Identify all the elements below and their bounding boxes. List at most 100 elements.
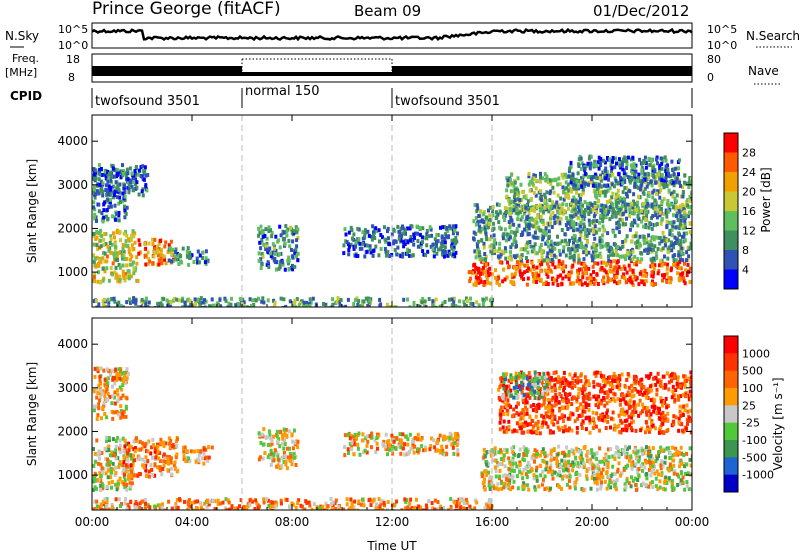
heatmap-cell [566,273,570,277]
heatmap-cell [525,228,529,233]
heatmap-cell [593,205,597,210]
heatmap-cell [123,485,127,490]
heatmap-cell [116,456,120,461]
heatmap-cell [653,244,657,249]
heatmap-cell [561,260,565,265]
heatmap-cell [658,195,662,200]
heatmap-cell [592,219,595,224]
heatmap-cell [524,243,528,248]
heatmap-cell [110,409,114,414]
heatmap-cell [494,469,498,473]
heatmap-cell [571,172,575,177]
heatmap-cell [603,268,607,273]
heatmap-cell [564,192,568,197]
heatmap-cell [260,252,264,257]
heatmap-cell [126,177,130,182]
heatmap-cell [119,175,123,179]
heatmap-cell [530,207,534,212]
heatmap-cell [560,228,564,232]
heatmap-cell [218,297,222,302]
heatmap-cell [646,248,650,252]
heatmap-cell [156,465,160,470]
heatmap-cell [96,279,100,284]
heatmap-cell [153,449,157,454]
heatmap-cell [347,244,351,249]
heatmap-cell [160,261,164,266]
heatmap-cell [684,213,688,218]
heatmap-cell [452,248,455,253]
heatmap-cell [436,507,440,510]
heatmap-cell [402,231,406,236]
heatmap-cell [111,416,115,421]
heatmap-cell [265,247,269,252]
heatmap-cell [618,246,622,251]
heatmap-cell [527,211,531,216]
heatmap-cell [472,282,476,287]
heatmap-cell [621,222,625,226]
heatmap-cell [392,439,396,444]
heatmap-cell [653,471,657,476]
heatmap-cell [572,451,576,456]
heatmap-cell [123,215,127,220]
heatmap-cell [115,186,119,191]
heatmap-cell [115,254,119,259]
heatmap-cell [594,181,598,186]
heatmap-cell [522,277,525,282]
heatmap-cell [153,463,157,468]
heatmap-cell [546,221,550,226]
heatmap-cell [665,180,669,185]
heatmap-cell [344,232,348,237]
heatmap-cell [509,250,512,255]
heatmap-cell [602,457,606,461]
heatmap-cell [642,234,646,239]
heatmap-cell [585,476,589,481]
heatmap-cell [535,220,539,225]
heatmap-cell [414,507,418,510]
heatmap-cell [679,272,683,277]
heatmap-cell [399,238,403,243]
heatmap-cell [570,448,574,453]
heatmap-cell [336,505,340,510]
heatmap-cell [542,222,546,227]
heatmap-cell [597,199,601,204]
heatmap-cell [489,249,493,254]
heatmap-cell [620,471,624,476]
heatmap-cell [598,183,601,188]
heatmap-cell [558,182,562,187]
heatmap-cell [529,268,533,273]
heatmap-cell [596,204,600,209]
heatmap-cell [160,505,164,510]
heatmap-cell [172,463,176,468]
heatmap-cell [462,299,466,304]
heatmap-cell [556,283,560,287]
heatmap-cell [513,265,517,270]
heatmap-cell [610,246,613,251]
heatmap-cell [111,164,115,169]
heatmap-cell [470,508,474,510]
heatmap-cell [505,194,509,199]
heatmap-cell [191,508,195,510]
heatmap-cell [648,243,651,248]
heatmap-cell [583,246,587,251]
heatmap-cell [114,444,118,449]
heatmap-cell [593,172,597,177]
heatmap-cell [577,258,581,263]
heatmap-cell [352,246,356,251]
heatmap-cell [554,206,558,211]
heatmap-cell [671,224,675,229]
heatmap-cell [506,183,510,188]
heatmap-cell [585,459,589,463]
heatmap-cell [647,225,651,230]
heatmap-cell [622,171,626,175]
heatmap-cell [209,304,213,307]
heatmap-cell [626,202,630,207]
heatmap-cell [582,250,586,255]
heatmap-cell [553,214,557,219]
heatmap-cell [633,274,637,279]
heatmap-cell [621,167,625,172]
heatmap-cell [512,238,516,243]
heatmap-cell [429,244,433,249]
heatmap-cell [296,445,300,450]
heatmap-cell [182,454,186,459]
heatmap-cell [678,265,682,270]
